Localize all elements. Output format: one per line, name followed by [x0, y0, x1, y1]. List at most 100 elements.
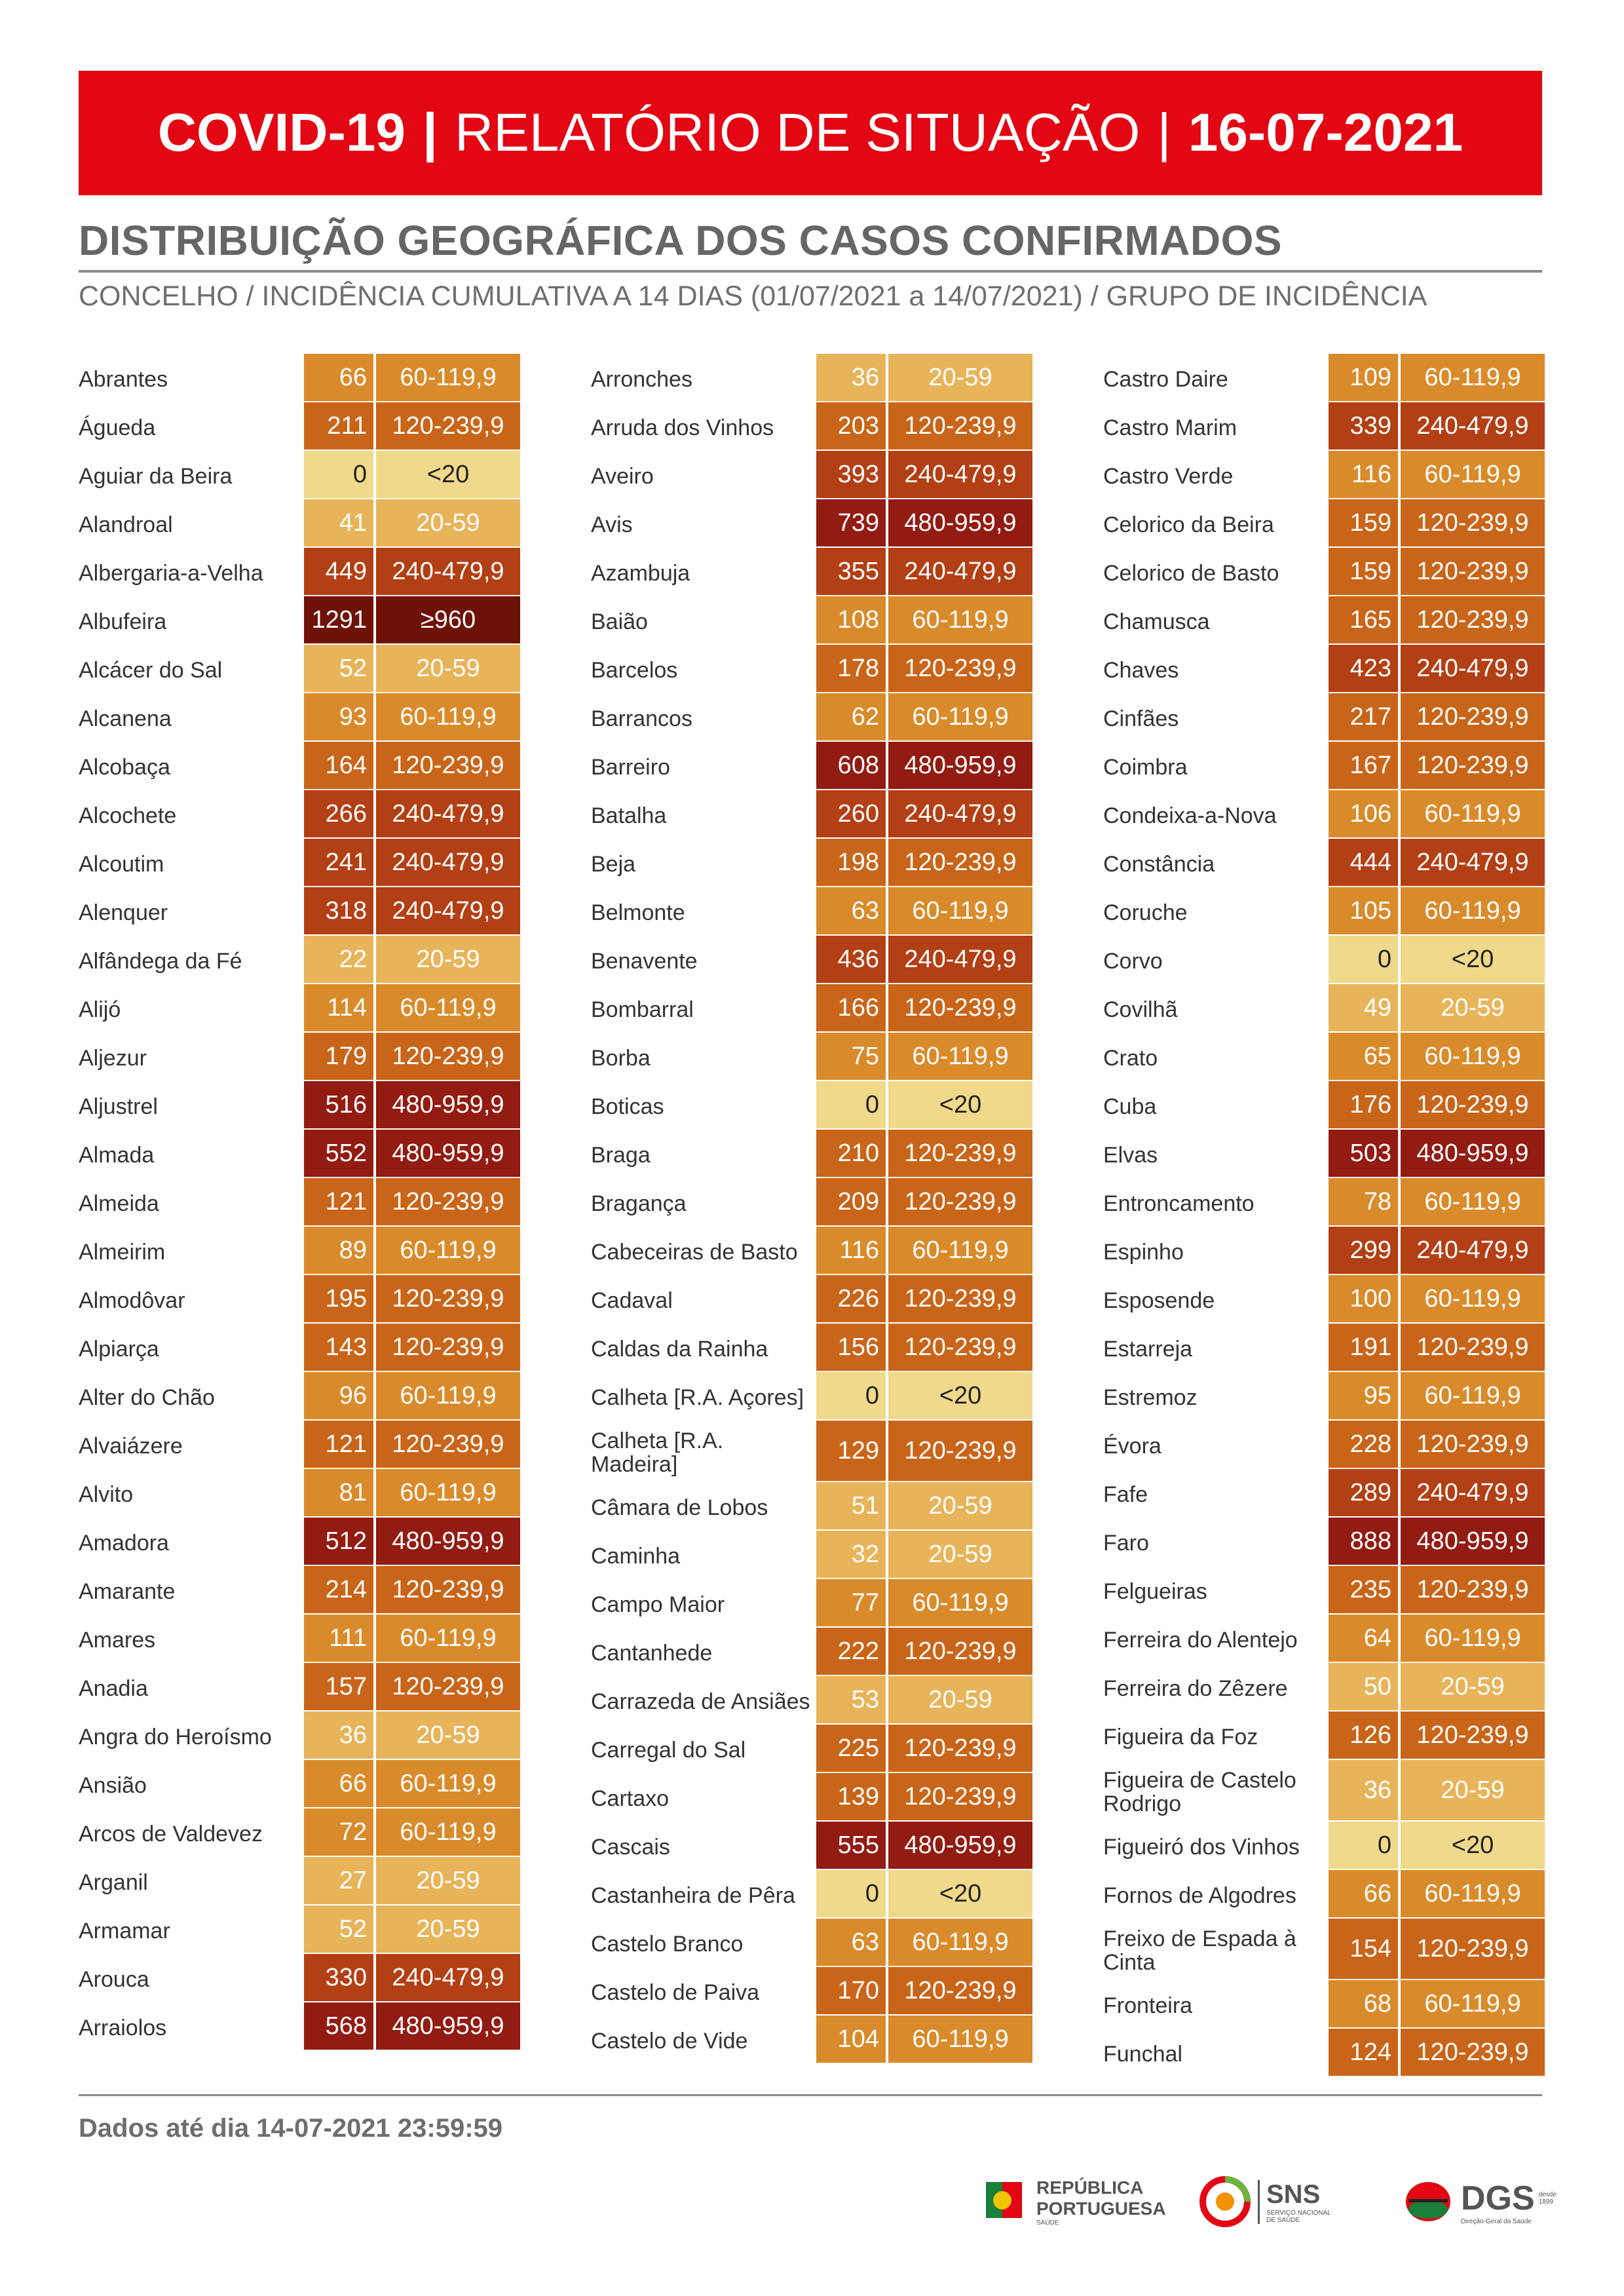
municipality-row: Calheta [R.A. Açores] 0 <20	[591, 1372, 1049, 1419]
municipality-row: Almeida 121 120-239,9	[79, 1178, 537, 1225]
incidence-group: 240-479,9	[1401, 1469, 1545, 1516]
municipality-name: Cadaval	[591, 1288, 673, 1314]
municipality-name: Alfândega da Fé	[79, 949, 242, 974]
municipality-row: Calheta [R.A. Madeira] 129 120-239,9	[591, 1421, 1049, 1481]
municipality-name: Celorico de Basto	[1103, 561, 1279, 586]
incidence-value: 27	[304, 1857, 373, 1904]
municipality-name: Amares	[79, 1628, 156, 1653]
municipality-name: Alvito	[79, 1482, 134, 1508]
incidence-value: 0	[304, 451, 373, 498]
incidence-group: 120-239,9	[888, 645, 1032, 692]
incidence-value: 214	[304, 1566, 373, 1613]
municipality-row: Alcácer do Sal 52 20-59	[79, 645, 537, 692]
incidence-group: 60-119,9	[1401, 1178, 1545, 1225]
sns-logo: SNS SERVIÇO NACIONAL DE SAÚDE	[1199, 2175, 1338, 2228]
municipality-row: Beja 198 120-239,9	[591, 839, 1049, 886]
banner-separator-1: |	[423, 103, 438, 163]
municipality-name: Alijó	[79, 997, 121, 1023]
incidence-value: 0	[816, 1081, 886, 1128]
incidence-group: 60-119,9	[888, 2016, 1032, 2063]
incidence-group: 120-239,9	[888, 1324, 1032, 1371]
incidence-group: 60-119,9	[888, 887, 1032, 934]
municipality-name: Crato	[1103, 1046, 1158, 1071]
incidence-group: 240-479,9	[376, 839, 520, 886]
municipality-name: Castro Verde	[1103, 464, 1234, 489]
municipality-row: Baião 108 60-119,9	[591, 596, 1049, 643]
municipality-row: Alvito 81 60-119,9	[79, 1469, 537, 1516]
incidence-group: 60-119,9	[376, 1615, 520, 1662]
incidence-group: <20	[376, 451, 520, 498]
incidence-group: <20	[1401, 1822, 1545, 1869]
municipality-name: Cantanhede	[591, 1641, 713, 1666]
municipality-row: Carregal do Sal 225 120-239,9	[591, 1725, 1049, 1772]
incidence-value: 516	[304, 1081, 373, 1128]
municipality-name: Bombarral	[591, 997, 694, 1023]
incidence-value: 355	[816, 548, 886, 595]
incidence-group: 120-239,9	[376, 1421, 520, 1468]
incidence-value: 299	[1329, 1227, 1398, 1274]
municipality-row: Alandroal 41 20-59	[79, 499, 537, 546]
title-rule	[79, 270, 1542, 273]
incidence-value: 330	[304, 1954, 373, 2001]
municipality-row: Carrazeda de Ansiães 53 20-59	[591, 1676, 1049, 1723]
municipality-name: Faro	[1103, 1531, 1149, 1556]
municipality-name: Arraiolos	[79, 2016, 167, 2041]
incidence-value: 51	[816, 1482, 886, 1529]
incidence-group: 120-239,9	[376, 1178, 520, 1225]
municipality-row: Cinfães 217 120-239,9	[1103, 693, 1562, 740]
municipality-row: Alvaiázere 121 120-239,9	[79, 1421, 537, 1468]
incidence-group: 480-959,9	[1401, 1518, 1545, 1565]
municipality-row: Castelo de Vide 104 60-119,9	[591, 2016, 1049, 2063]
municipality-name: Alvaiázere	[79, 1434, 183, 1459]
municipality-row: Barcelos 178 120-239,9	[591, 645, 1049, 692]
municipality-row: Castro Marim 339 240-479,9	[1103, 402, 1562, 450]
municipality-name: Calheta [R.A. Açores]	[591, 1385, 804, 1411]
incidence-group: 120-239,9	[1401, 2029, 1545, 2076]
municipality-row: Elvas 503 480-959,9	[1103, 1130, 1562, 1177]
data-cutoff-note: Dados até dia 14-07-2021 23:59:59	[79, 2114, 503, 2143]
incidence-value: 164	[304, 742, 373, 789]
municipality-row: Albergaria-a-Velha 449 240-479,9	[79, 548, 537, 595]
incidence-value: 41	[304, 499, 373, 546]
incidence-group: 120-239,9	[888, 402, 1032, 450]
municipality-name: Castanheira de Pêra	[591, 1883, 795, 1909]
municipality-row: Benavente 436 240-479,9	[591, 936, 1049, 983]
footer-rule	[79, 2094, 1542, 2096]
incidence-value: 211	[304, 402, 373, 450]
municipality-row: Freixo de Espada à Cinta 154 120-239,9	[1103, 1919, 1562, 1979]
municipality-name: Aljezur	[79, 1046, 147, 1071]
incidence-value: 78	[1329, 1178, 1398, 1225]
municipality-name: Arganil	[79, 1870, 148, 1896]
incidence-value: 53	[816, 1676, 886, 1723]
incidence-value: 159	[1329, 499, 1398, 546]
incidence-group: 20-59	[376, 645, 520, 692]
municipality-name: Cuba	[1103, 1094, 1157, 1120]
municipality-row: Condeixa-a-Nova 106 60-119,9	[1103, 790, 1562, 837]
sns-emblem-icon	[1199, 2176, 1251, 2227]
municipality-name: Figueira de Castelo Rodrigo	[1103, 1768, 1296, 1816]
incidence-group: 120-239,9	[1401, 1712, 1545, 1759]
incidence-value: 289	[1329, 1469, 1398, 1516]
sns-text: SNS	[1266, 2179, 1321, 2209]
incidence-value: 210	[816, 1130, 886, 1177]
incidence-value: 318	[304, 887, 373, 934]
municipality-name: Espinho	[1103, 1240, 1184, 1265]
incidence-value: 235	[1329, 1566, 1398, 1613]
banner-covid: COVID-19	[157, 103, 406, 163]
incidence-group: <20	[1401, 936, 1545, 983]
incidence-group: 240-479,9	[1401, 839, 1545, 886]
incidence-value: 65	[1329, 1033, 1398, 1080]
municipality-row: Covilhã 49 20-59	[1103, 984, 1562, 1031]
municipality-name: Braga	[591, 1143, 651, 1168]
incidence-value: 75	[816, 1033, 886, 1080]
incidence-group: 60-119,9	[376, 693, 520, 740]
municipality-row: Estremoz 95 60-119,9	[1103, 1372, 1562, 1419]
incidence-group: 20-59	[1401, 1760, 1545, 1820]
incidence-group: 240-479,9	[888, 936, 1032, 983]
incidence-value: 64	[1329, 1615, 1398, 1662]
incidence-group: 240-479,9	[376, 790, 520, 837]
incidence-group: 60-119,9	[376, 1808, 520, 1856]
incidence-group: 60-119,9	[1401, 354, 1545, 401]
municipality-row: Alpiarça 143 120-239,9	[79, 1324, 537, 1371]
municipality-row: Albufeira 1291 ≥960	[79, 596, 537, 643]
